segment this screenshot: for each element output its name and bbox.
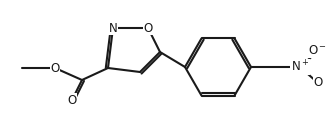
Text: O$^-$: O$^-$: [309, 45, 327, 58]
Text: N: N: [109, 21, 117, 35]
Text: N$^+$: N$^+$: [291, 59, 309, 75]
Text: O: O: [50, 62, 60, 75]
Text: O: O: [143, 21, 152, 35]
Text: O: O: [67, 94, 77, 107]
Text: O: O: [314, 77, 323, 90]
